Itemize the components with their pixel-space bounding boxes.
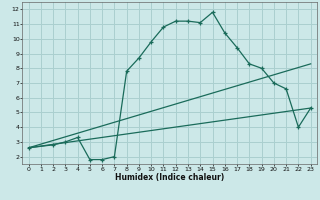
X-axis label: Humidex (Indice chaleur): Humidex (Indice chaleur) [115, 173, 224, 182]
